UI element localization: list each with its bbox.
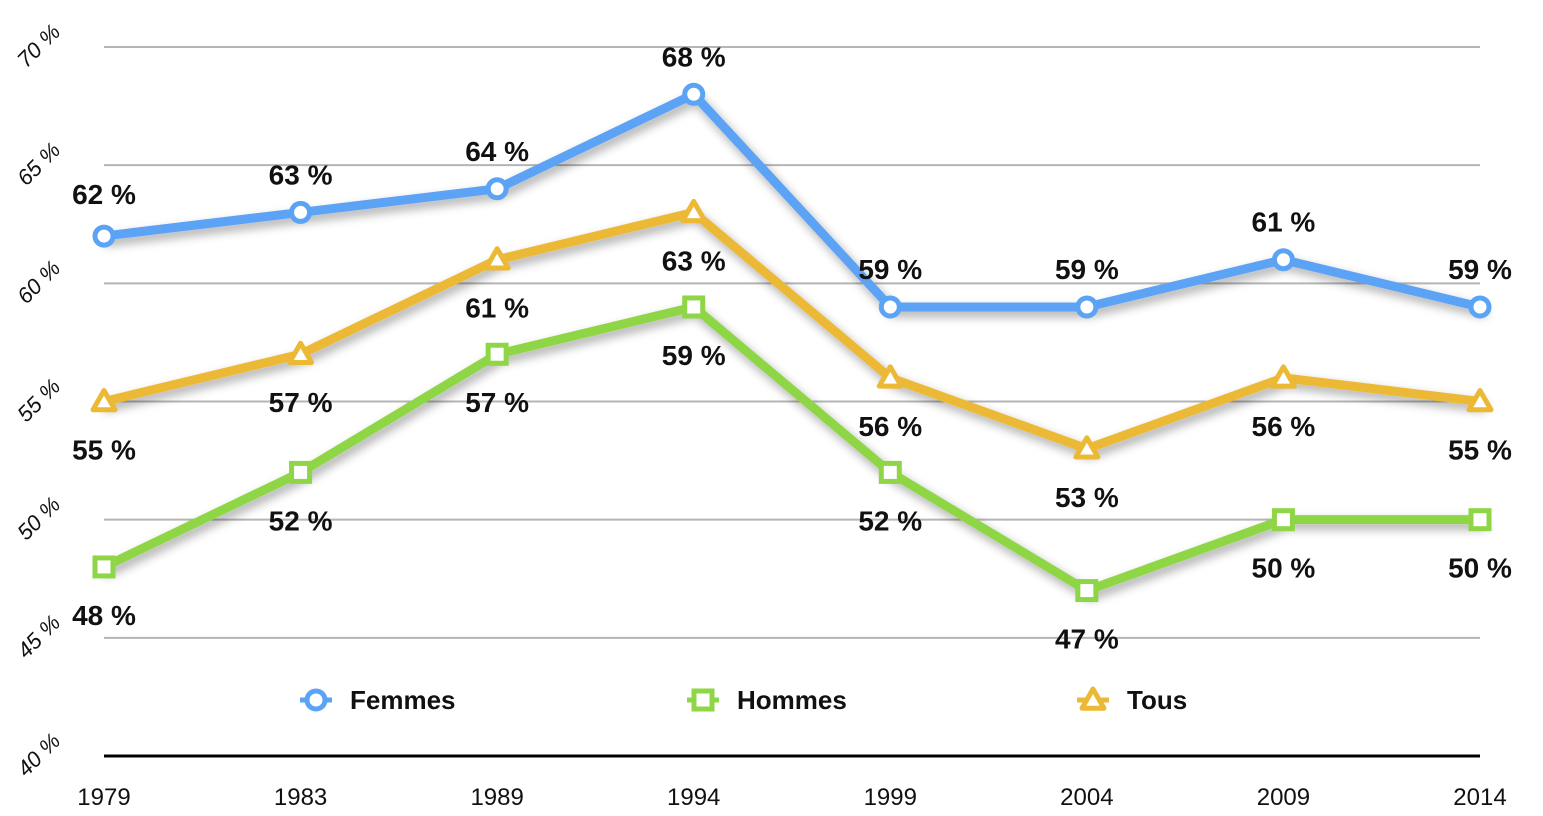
data-point-femmes (1075, 295, 1099, 319)
data-point-hommes (485, 342, 509, 366)
data-label-femmes: 59 % (1055, 254, 1119, 285)
legend-label: Tous (1127, 685, 1187, 715)
data-label-femmes: 61 % (1252, 207, 1316, 238)
y-tick-label: 60 % (12, 255, 65, 308)
legend-label: Femmes (350, 685, 456, 715)
y-tick-label: 50 % (12, 492, 65, 545)
data-point-hommes (289, 460, 313, 484)
legend-marker-hommes (691, 688, 715, 712)
data-point-tous (287, 340, 315, 365)
data-point-tous (483, 246, 511, 271)
y-tick-label: 55 % (12, 374, 65, 427)
x-tick-label: 1994 (667, 784, 720, 811)
data-label-hommes: 57 % (465, 387, 529, 418)
series-line-hommes (99, 302, 1485, 596)
x-tick-label: 2009 (1257, 784, 1310, 811)
data-point-tous (1073, 435, 1101, 460)
data-point-femmes (1468, 295, 1492, 319)
legend: Femmes Hommes Tous (300, 685, 1187, 715)
data-point-tous (876, 364, 904, 389)
x-tick-label: 1983 (274, 784, 327, 811)
data-label-tous: 56 % (858, 411, 922, 442)
y-tick-label: 45 % (12, 610, 65, 663)
x-tick-label: 2004 (1060, 784, 1113, 811)
data-label-tous: 53 % (1055, 482, 1119, 513)
data-point-hommes (878, 460, 902, 484)
series-group (90, 82, 1494, 603)
data-point-femmes (878, 295, 902, 319)
legend-item-tous: Tous (1077, 685, 1187, 715)
data-label-femmes: 68 % (662, 41, 726, 72)
legend-marker-femmes (304, 688, 328, 712)
x-tick-label: 2014 (1453, 784, 1506, 811)
y-tick-label: 70 % (12, 19, 65, 72)
x-tick-label: 1999 (864, 784, 917, 811)
data-point-hommes (1271, 508, 1295, 532)
data-labels: 62 % 63 % 64 % 68 % 59 % 59 % 61 % 59 % 48 % 52 %… (72, 41, 1512, 654)
data-label-tous: 63 % (662, 245, 726, 276)
data-label-hommes: 47 % (1055, 624, 1119, 655)
legend-marker-tous (1079, 686, 1107, 711)
data-label-femmes: 59 % (1448, 254, 1512, 285)
data-point-femmes (289, 200, 313, 224)
data-point-hommes (92, 555, 116, 579)
data-label-hommes: 52 % (858, 505, 922, 536)
legend-item-hommes: Hommes (687, 685, 847, 715)
data-label-femmes: 59 % (858, 254, 922, 285)
data-point-femmes (1271, 248, 1295, 272)
data-point-tous (680, 198, 708, 224)
data-label-femmes: 63 % (269, 159, 333, 190)
data-label-tous: 61 % (465, 293, 529, 324)
series-line-femmes (99, 89, 1485, 312)
data-label-tous: 55 % (72, 435, 136, 466)
x-tick-label: 1979 (77, 784, 130, 811)
legend-label: Hommes (737, 685, 847, 715)
data-label-femmes: 64 % (465, 136, 529, 167)
x-tick-label: 1989 (470, 784, 523, 811)
y-tick-label: 40 % (12, 728, 65, 781)
data-point-femmes (682, 82, 706, 106)
data-point-tous (90, 388, 118, 413)
data-point-tous (1269, 364, 1297, 389)
data-label-hommes: 52 % (269, 505, 333, 536)
data-point-hommes (1075, 579, 1099, 603)
data-label-tous: 55 % (1448, 435, 1512, 466)
legend-item-femmes: Femmes (300, 685, 456, 715)
data-label-hommes: 59 % (662, 340, 726, 371)
data-label-hommes: 50 % (1448, 553, 1512, 584)
series-line-tous (99, 207, 1485, 454)
data-point-femmes (485, 177, 509, 201)
data-point-hommes (1468, 508, 1492, 532)
data-point-hommes (682, 295, 706, 319)
data-label-tous: 57 % (269, 387, 333, 418)
data-label-femmes: 62 % (72, 179, 136, 210)
data-point-tous (1466, 388, 1494, 413)
data-label-hommes: 50 % (1252, 553, 1316, 584)
data-point-femmes (92, 224, 116, 248)
y-tick-label: 65 % (12, 137, 65, 190)
grid-lines (104, 46, 1480, 639)
data-label-hommes: 48 % (72, 600, 136, 631)
data-label-tous: 56 % (1252, 411, 1316, 442)
